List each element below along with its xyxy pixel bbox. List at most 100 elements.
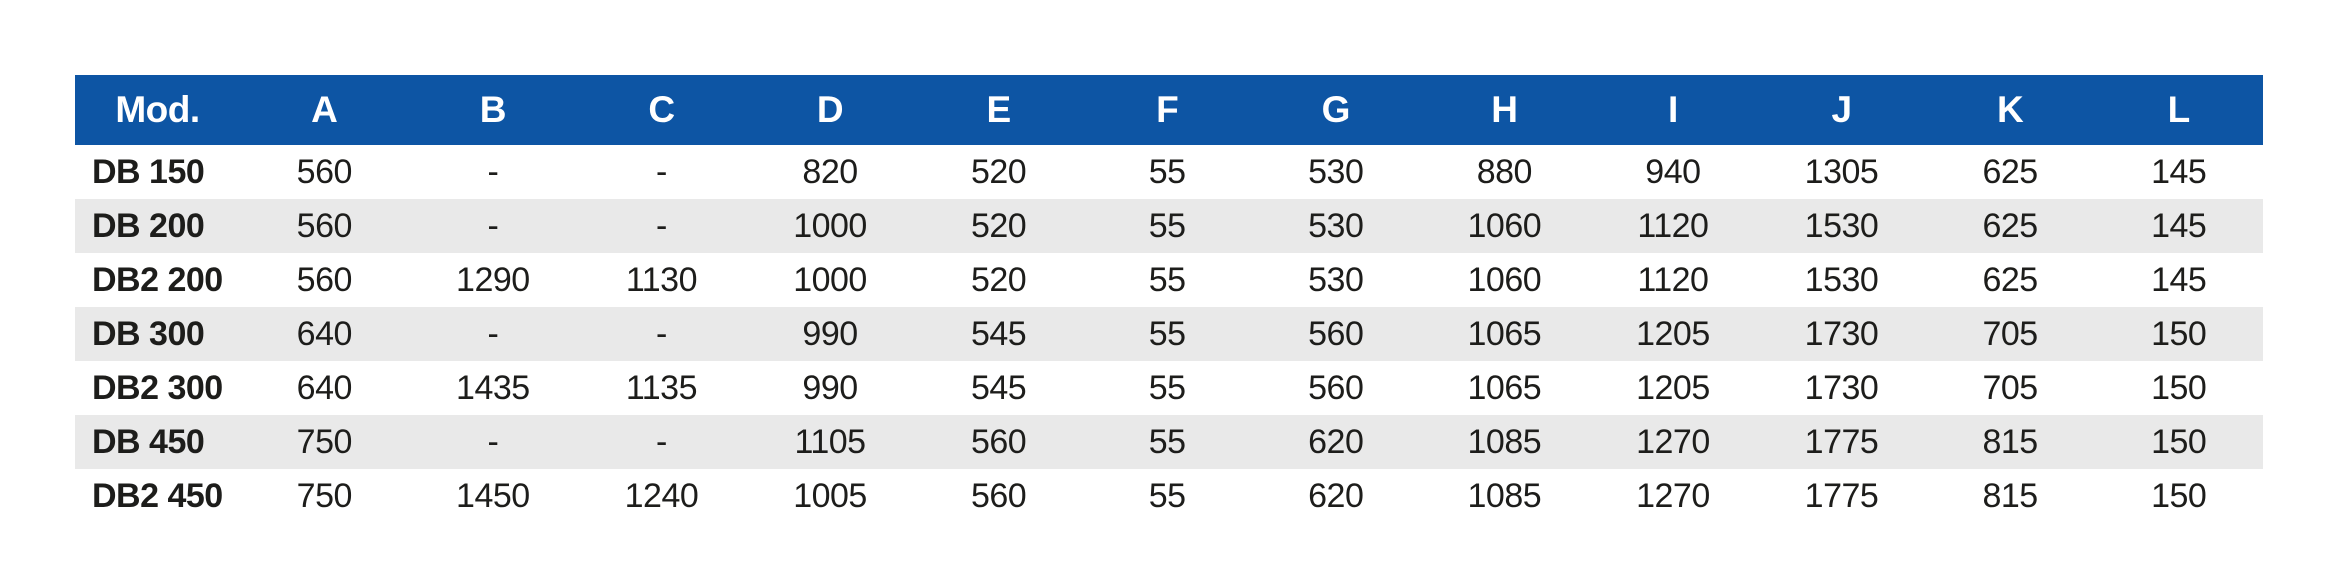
value-cell: 815 — [1982, 476, 2038, 515]
value-cell: 1270 — [1636, 476, 1710, 515]
col-header-j: J — [1757, 75, 1926, 145]
value-cell: 1730 — [1804, 368, 1879, 407]
value-cell: 1530 — [1804, 260, 1879, 299]
dimensions-table: Mod. A B C D E F G H I J K L DB 150 560- -820 520 55 530 8… — [75, 75, 2263, 523]
value-cell: 55 — [1148, 476, 1186, 515]
value-cell: - — [656, 206, 667, 245]
value-cell: - — [656, 314, 667, 353]
value-cell: 145 — [2151, 206, 2207, 245]
value-cell: 640 — [296, 368, 353, 407]
value-cell: 55 — [1148, 206, 1186, 245]
model-cell: DB 450 — [92, 422, 205, 461]
value-cell: 520 — [970, 260, 1027, 299]
value-cell: 545 — [970, 314, 1027, 353]
table-row: DB2 300 640 1435 1135 990 545 55 560 1065 1205 173… — [75, 361, 2263, 415]
value-cell: 560 — [1308, 314, 1364, 353]
value-cell: 560 — [1308, 368, 1364, 407]
value-cell: 530 — [1308, 152, 1364, 191]
table-header: Mod. A B C D E F G H I J K L — [75, 75, 2263, 145]
value-cell: 1085 — [1467, 422, 1542, 461]
model-cell: DB 300 — [92, 314, 205, 353]
value-cell: - — [487, 152, 499, 191]
value-cell: 1530 — [1804, 206, 1879, 245]
value-cell: - — [656, 152, 667, 191]
value-cell: 880 — [1476, 152, 1533, 191]
value-cell: 560 — [296, 152, 353, 191]
table-row: DB 450 750 - - 1105 560 55 620 1085 1270 1775 815 15… — [75, 415, 2263, 469]
value-cell: 560 — [296, 260, 353, 299]
value-cell: 1120 — [1637, 206, 1709, 245]
col-header-l: L — [2094, 75, 2263, 145]
value-cell: 530 — [1308, 206, 1364, 245]
value-cell: 55 — [1148, 260, 1186, 299]
value-cell: - — [487, 314, 499, 353]
value-cell: 1305 — [1804, 152, 1879, 191]
value-cell: 55 — [1148, 314, 1186, 353]
value-cell: 625 — [1982, 260, 2038, 299]
value-cell: 750 — [296, 476, 353, 515]
value-cell: 545 — [970, 368, 1027, 407]
value-cell: 150 — [2151, 368, 2207, 407]
value-cell: 990 — [802, 314, 858, 353]
value-cell: 1060 — [1467, 260, 1542, 299]
value-cell: 1005 — [793, 476, 867, 515]
table-header-row: Mod. A B C D E F G H I J K L — [75, 75, 2263, 145]
value-cell: 520 — [970, 152, 1027, 191]
col-header-h: H — [1420, 75, 1589, 145]
value-cell: 145 — [2151, 260, 2207, 299]
col-header-f: F — [1082, 75, 1252, 145]
value-cell: 1105 — [794, 422, 866, 461]
value-cell: 820 — [802, 152, 858, 191]
value-cell: 750 — [296, 422, 353, 461]
col-header-a: A — [240, 75, 409, 145]
col-header-d: D — [745, 75, 915, 145]
value-cell: 150 — [2151, 422, 2207, 461]
value-cell: 150 — [2151, 476, 2207, 515]
value-cell: 1450 — [456, 476, 530, 515]
value-cell: 705 — [1982, 314, 2038, 353]
value-cell: 815 — [1982, 422, 2038, 461]
col-header-e: E — [914, 75, 1083, 145]
value-cell: 1065 — [1467, 314, 1542, 353]
value-cell: 1775 — [1804, 422, 1879, 461]
value-cell: 620 — [1308, 476, 1364, 515]
model-cell: DB2 450 — [92, 476, 223, 515]
model-cell: DB 150 — [92, 152, 205, 191]
value-cell: 625 — [1982, 152, 2038, 191]
model-cell: DB2 300 — [92, 368, 223, 407]
value-cell: 940 — [1645, 152, 1701, 191]
value-cell: 1135 — [625, 368, 698, 407]
value-cell: - — [656, 422, 667, 461]
value-cell: 1205 — [1636, 368, 1710, 407]
value-cell: 620 — [1308, 422, 1364, 461]
value-cell: 150 — [2151, 314, 2207, 353]
value-cell: 1085 — [1467, 476, 1542, 515]
col-header-mod: Mod. — [75, 75, 240, 145]
value-cell: 145 — [2151, 152, 2207, 191]
value-cell: 560 — [970, 476, 1027, 515]
value-cell: 1120 — [1637, 260, 1709, 299]
table-body: DB 150 560 - - 820 520 55 530 880 940 1305 625 145 DB… — [75, 145, 2263, 523]
col-header-i: I — [1588, 75, 1758, 145]
value-cell: 990 — [802, 368, 858, 407]
col-header-g: G — [1251, 75, 1421, 145]
value-cell: 640 — [296, 314, 353, 353]
value-cell: - — [487, 206, 499, 245]
value-cell: 560 — [296, 206, 353, 245]
value-cell: 1730 — [1804, 314, 1879, 353]
table-row: DB 300 640 - - 990 545 55 560 1065 1205 1730 705 150 — [75, 307, 2263, 361]
value-cell: 1240 — [624, 476, 699, 515]
value-cell: 705 — [1982, 368, 2038, 407]
value-cell: 55 — [1148, 368, 1186, 407]
col-header-c: C — [577, 75, 746, 145]
col-header-b: B — [408, 75, 578, 145]
value-cell: 1435 — [456, 368, 530, 407]
table-row: DB 200 560 - - 1000 520 55 530 1060 1120 1530 625 14… — [75, 199, 2263, 253]
model-cell: DB 200 — [92, 206, 205, 245]
table-row: DB2 200 560 1290 1130 1000 520 55 530 1060 1120 15… — [75, 253, 2263, 307]
value-cell: 55 — [1148, 422, 1186, 461]
model-cell: DB2 200 — [92, 260, 223, 299]
table-row: DB 150 560 - - 820 520 55 530 880 940 1305 625 145 — [75, 145, 2263, 199]
col-header-k: K — [1925, 75, 2095, 145]
value-cell: 625 — [1982, 206, 2038, 245]
